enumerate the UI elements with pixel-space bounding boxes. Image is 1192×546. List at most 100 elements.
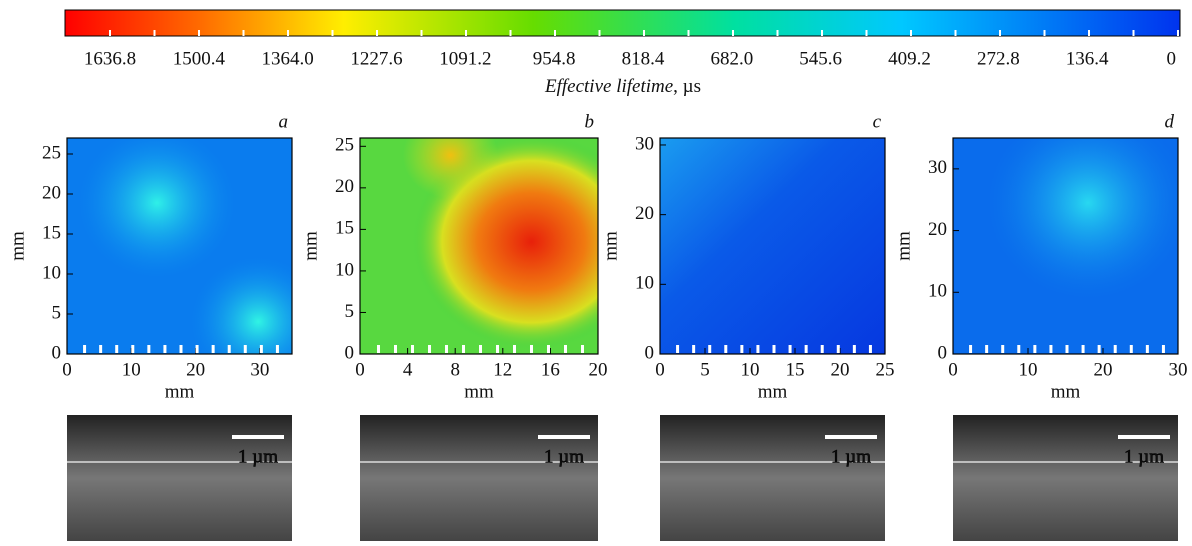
scan-marker — [211, 345, 215, 353]
scan-marker — [99, 345, 103, 353]
x-axis-label: mm — [758, 381, 788, 402]
plot-frame — [659, 137, 886, 355]
x-tick-label: 16 — [541, 359, 560, 380]
scan-marker — [547, 345, 550, 353]
scan-marker — [724, 345, 728, 353]
x-tick-label: 10 — [122, 359, 141, 380]
x-tick-label: 25 — [876, 359, 895, 380]
x-tick-label: 10 — [1019, 359, 1038, 380]
colorbar-tick-label: 1364.0 — [262, 48, 314, 69]
plot-frame — [952, 137, 1179, 355]
scan-marker — [969, 345, 973, 353]
x-tick-label: 30 — [1169, 359, 1188, 380]
x-axis-label: mm — [1051, 381, 1081, 402]
y-tick-label: 0 — [345, 342, 355, 363]
colorbar-tick-label: 409.2 — [888, 48, 931, 69]
scan-marker — [83, 345, 87, 353]
x-axis-label: mm — [464, 381, 494, 402]
y-axis-label: mm — [600, 231, 621, 261]
y-axis-label: mm — [893, 231, 914, 261]
scan-marker — [1017, 345, 1021, 353]
scale-bar-label: 1 µm — [1124, 446, 1164, 467]
scan-marker — [227, 345, 231, 353]
scan-marker — [676, 345, 680, 353]
contour-region — [67, 138, 292, 354]
y-tick-label: 25 — [42, 142, 61, 163]
x-tick-label: 20 — [831, 359, 850, 380]
y-tick-label: 15 — [335, 218, 354, 239]
scan-marker — [692, 345, 696, 353]
x-tick-label: 20 — [1094, 359, 1113, 380]
scan-marker — [530, 345, 533, 353]
scan-marker — [195, 345, 199, 353]
contour-region — [953, 138, 1178, 354]
colorbar-tick-label: 1091.2 — [439, 48, 491, 69]
scan-marker — [804, 345, 808, 353]
x-tick-label: 15 — [786, 359, 805, 380]
colorbar-tick-label: 545.6 — [799, 48, 842, 69]
scan-marker — [377, 345, 380, 353]
panel-letter: a — [279, 111, 289, 132]
scale-bar-label: 1 µm — [831, 446, 871, 467]
scan-marker — [772, 345, 776, 353]
y-tick-label: 20 — [635, 203, 654, 224]
panel-letter: d — [1165, 111, 1175, 132]
scan-marker — [985, 345, 989, 353]
scan-marker — [852, 345, 856, 353]
scan-marker — [513, 345, 516, 353]
scan-marker — [868, 345, 872, 353]
y-tick-label: 0 — [52, 342, 62, 363]
y-tick-label: 20 — [335, 176, 354, 197]
scan-marker — [1081, 345, 1085, 353]
colorbar-tick-label: 0 — [1167, 48, 1177, 69]
plot-frame — [66, 137, 293, 355]
sem-image — [953, 415, 1178, 541]
scan-marker — [275, 345, 279, 353]
scan-marker — [496, 345, 499, 353]
scan-marker — [708, 345, 712, 353]
scan-marker — [428, 345, 431, 353]
sem-image — [360, 415, 598, 541]
x-tick-label: 10 — [741, 359, 760, 380]
colorbar-label: Effective lifetime, µs — [544, 76, 701, 97]
x-tick-label: 0 — [62, 359, 72, 380]
x-tick-label: 8 — [450, 359, 460, 380]
y-tick-label: 10 — [42, 262, 61, 283]
x-tick-label: 20 — [186, 359, 205, 380]
scan-marker — [115, 345, 119, 353]
y-tick-label: 30 — [635, 133, 654, 154]
x-tick-label: 0 — [948, 359, 958, 380]
x-tick-label: 30 — [250, 359, 269, 380]
scan-marker — [1145, 345, 1149, 353]
scan-marker — [1161, 345, 1165, 353]
y-tick-label: 0 — [645, 342, 655, 363]
scan-marker — [740, 345, 744, 353]
plot-frame — [359, 137, 599, 355]
sem-image — [660, 415, 885, 541]
contour-map — [660, 138, 885, 354]
panel-letter: c — [873, 111, 882, 132]
scan-marker — [1097, 345, 1101, 353]
scan-marker — [1065, 345, 1069, 353]
scan-marker — [820, 345, 824, 353]
y-tick-label: 20 — [928, 219, 947, 240]
contour-region — [360, 138, 598, 354]
scan-marker — [1001, 345, 1005, 353]
x-tick-label: 20 — [589, 359, 608, 380]
x-tick-label: 4 — [403, 359, 413, 380]
colorbar-tick-label: 954.8 — [533, 48, 576, 69]
scale-bar-label: 1 µm — [238, 446, 278, 467]
y-tick-label: 20 — [42, 182, 61, 203]
y-tick-label: 15 — [42, 222, 61, 243]
x-tick-label: 5 — [700, 359, 710, 380]
scan-marker — [394, 345, 397, 353]
scan-marker — [179, 345, 183, 353]
y-tick-label: 10 — [335, 259, 354, 280]
scan-marker — [259, 345, 263, 353]
scan-marker — [836, 345, 840, 353]
scan-marker — [1113, 345, 1117, 353]
y-tick-label: 0 — [938, 342, 948, 363]
scan-marker — [581, 345, 584, 353]
scan-marker — [445, 345, 448, 353]
